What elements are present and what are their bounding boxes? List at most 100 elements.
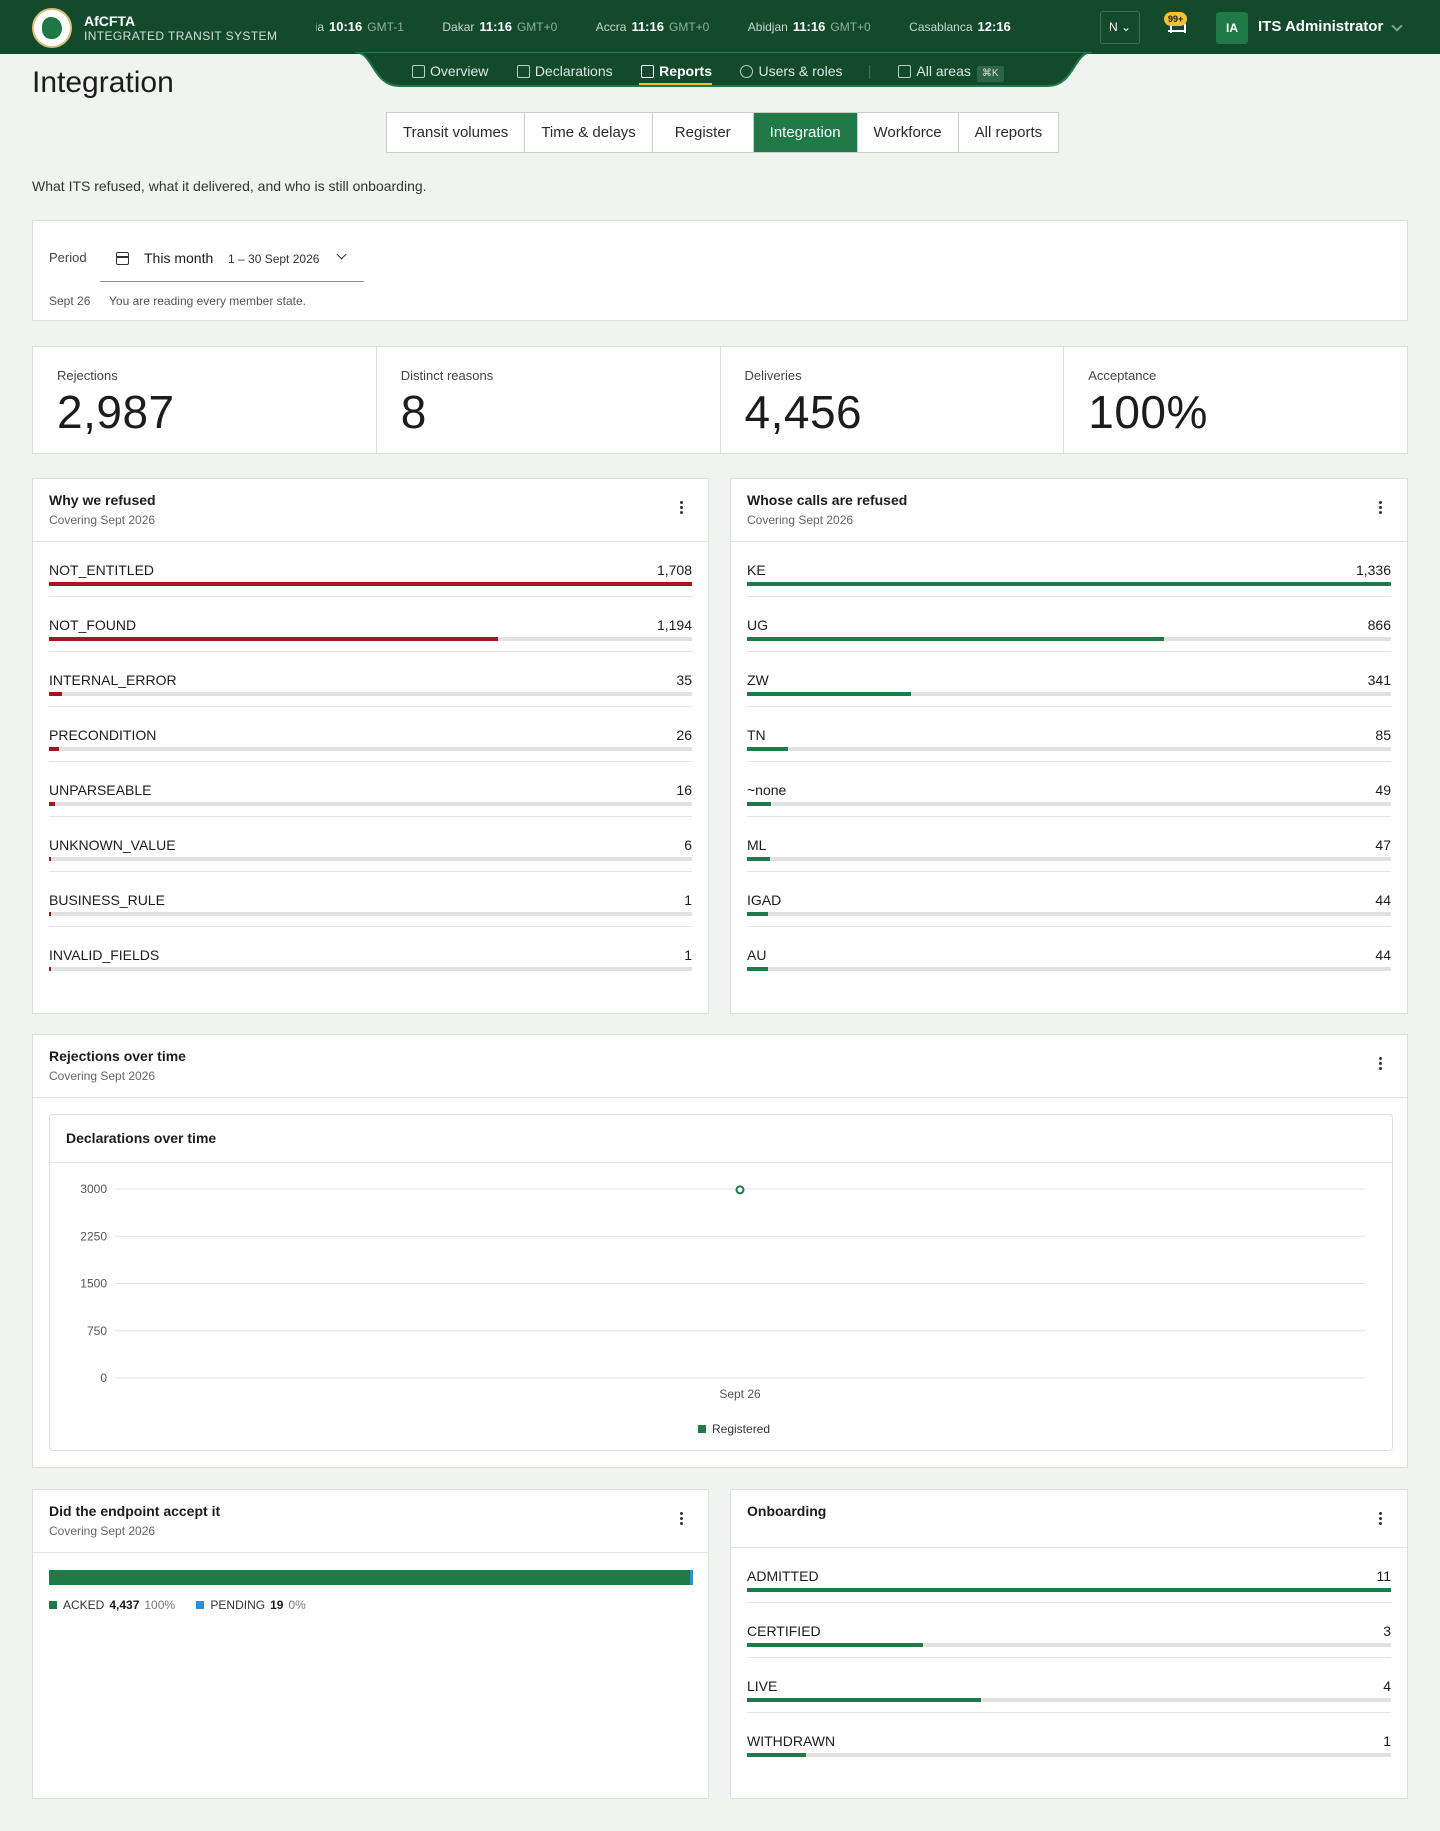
legend-label: Registered: [712, 1422, 770, 1436]
card-refused-callers: Whose calls are refused Covering Sept 20…: [730, 478, 1408, 1014]
more-icon[interactable]: [1379, 501, 1383, 515]
bar-fill: [747, 1698, 982, 1702]
more-icon[interactable]: [680, 1512, 684, 1526]
refusal-reason-list: NOT_ENTITLED 1,708 NOT_FOUND 1,194 INTERNAL_…: [49, 542, 692, 982]
bar-row: KE 1,336: [747, 542, 1391, 597]
card-title: Why we refused: [49, 492, 156, 508]
card-header: Did the endpoint accept it Covering Sept…: [33, 1490, 708, 1553]
nav-reports[interactable]: Reports: [639, 56, 712, 86]
card-onboarding: Onboarding ADMITTED 11 CERTIFIED 3 LIVE 4 WITH…: [730, 1489, 1408, 1799]
onboarding-list: ADMITTED 11 CERTIFIED 3 LIVE 4 WITHDRAWN 1: [747, 1548, 1391, 1768]
nav-all-areas[interactable]: All areas ⌘K: [896, 56, 1004, 86]
user-name[interactable]: ITS Administrator: [1258, 18, 1384, 35]
card-refusal-reasons: Why we refused Covering Sept 2026 NOT_EN…: [32, 478, 709, 1014]
bar-track: [747, 912, 1391, 916]
chart-title: Declarations over time: [66, 1130, 217, 1146]
main-nav: Overview Declarations Reports Users & ro…: [410, 56, 1026, 86]
tab-transit-volumes[interactable]: Transit volumes: [387, 113, 526, 152]
bar-track: [747, 1588, 1391, 1592]
kpi-deliveries: Deliveries 4,456: [721, 347, 1065, 453]
tab-all-reports[interactable]: All reports: [974, 124, 1043, 141]
world-clocks: Praia 10:16 GMT-1 Dakar 11:16 GMT+0 Accra 11:…: [316, 0, 1102, 54]
bar-track: [747, 1753, 1391, 1757]
clock-item: Dakar 11:16 GMT+0: [442, 0, 557, 54]
bar-track: [49, 582, 692, 586]
nav-declarations[interactable]: Declarations: [515, 56, 613, 86]
period-select[interactable]: This month 1 – 30 Sept 2026: [100, 235, 364, 282]
kpi-acceptance: Acceptance 100%: [1064, 347, 1407, 453]
bar-value: 85: [1375, 727, 1391, 743]
bar-row: INVALID_FIELDS 1: [49, 927, 692, 982]
y-tick-label: 3000: [80, 1182, 107, 1196]
y-tick-label: 1500: [80, 1277, 107, 1291]
card-subtitle: Covering Sept 2026: [49, 513, 156, 527]
kpi-distinct-reasons: Distinct reasons 8: [377, 347, 721, 453]
bar-label: UNKNOWN_VALUE: [49, 837, 176, 853]
card-header: Why we refused Covering Sept 2026: [33, 479, 708, 542]
nav-users-roles[interactable]: Users & roles: [738, 56, 842, 86]
language-select[interactable]: N ⌄: [1100, 11, 1140, 44]
bar-fill: [49, 912, 51, 916]
bar-fill: [49, 692, 63, 696]
tab-register[interactable]: Register: [653, 113, 754, 152]
period-label: Period: [49, 250, 87, 265]
tab-workforce[interactable]: Workforce: [858, 113, 959, 152]
clock-time: 10:16: [329, 19, 363, 34]
y-tick-label: 0: [100, 1371, 107, 1385]
bar-label: ~none: [747, 782, 787, 798]
table-icon: [641, 65, 655, 78]
bar-value: 866: [1367, 617, 1391, 633]
bar-value: 1: [684, 892, 692, 908]
clock-city: Dakar: [442, 20, 475, 34]
bar-fill: [49, 802, 56, 806]
card-title: Whose calls are refused: [747, 492, 908, 508]
bar-row: LIVE 4: [747, 1658, 1391, 1713]
tab-integration[interactable]: Integration: [753, 113, 858, 152]
period-range: 1 – 30 Sept 2026: [228, 252, 320, 266]
bar-track: [49, 692, 692, 696]
grid-icon: [898, 65, 912, 78]
bar-row: CERTIFIED 3: [747, 1603, 1391, 1658]
more-icon[interactable]: [1379, 1512, 1383, 1526]
bar-value: 44: [1375, 892, 1391, 908]
bar-label: AU: [747, 947, 767, 963]
bar-label: ZW: [747, 672, 769, 688]
afcfta-logo[interactable]: [32, 8, 72, 48]
bar-value: 16: [676, 782, 692, 798]
tab-time-delays[interactable]: Time & delays: [525, 113, 653, 152]
avatar[interactable]: IA: [1216, 12, 1248, 44]
bar-row: WITHDRAWN 1: [747, 1713, 1391, 1768]
legend-pending: PENDING 19 0%: [196, 1598, 306, 1612]
bar-fill: [747, 912, 769, 916]
clock-time: 11:16: [631, 19, 664, 34]
clock-time: 11:16: [792, 19, 826, 34]
bar-track: [49, 857, 692, 861]
chart-header: Declarations over time: [50, 1115, 1392, 1163]
line-chart-svg: 0 750 1500 2250 3000 Sept 26 Registered: [80, 1182, 1365, 1436]
bar-label: LIVE: [747, 1678, 778, 1694]
bar-row: ~none 49: [747, 762, 1391, 817]
bar-track: [747, 582, 1391, 586]
more-icon[interactable]: [680, 501, 684, 515]
bar-track: [747, 692, 1391, 696]
nav-divider: [868, 64, 870, 79]
card-subtitle: Covering Sept 2026: [49, 1069, 156, 1083]
card-header: Onboarding: [731, 1490, 1407, 1548]
bar-label: NOT_FOUND: [49, 617, 137, 633]
bar-value: 1,708: [656, 562, 692, 578]
bar-fill: [747, 857, 770, 861]
more-icon[interactable]: [1379, 1057, 1383, 1071]
language-value: N: [1108, 20, 1118, 34]
nav-overview[interactable]: Overview: [410, 56, 488, 86]
bar-value: 3: [1383, 1623, 1391, 1639]
bar-row: UNKNOWN_VALUE 6: [49, 817, 692, 872]
bar-row: NOT_FOUND 1,194: [49, 597, 692, 652]
chevron-down-icon[interactable]: [1391, 20, 1403, 32]
chart-line-icon: [412, 65, 425, 78]
legend-swatch: [49, 1601, 57, 1609]
clock-item: Abidjan 11:16 GMT+0: [748, 0, 871, 54]
clock-tz: GMT+0: [668, 20, 710, 34]
kpi-rejections: Rejections 2,987: [33, 347, 377, 453]
page-title: Integration: [32, 66, 174, 99]
shortcut-hint: ⌘K: [976, 66, 1004, 82]
